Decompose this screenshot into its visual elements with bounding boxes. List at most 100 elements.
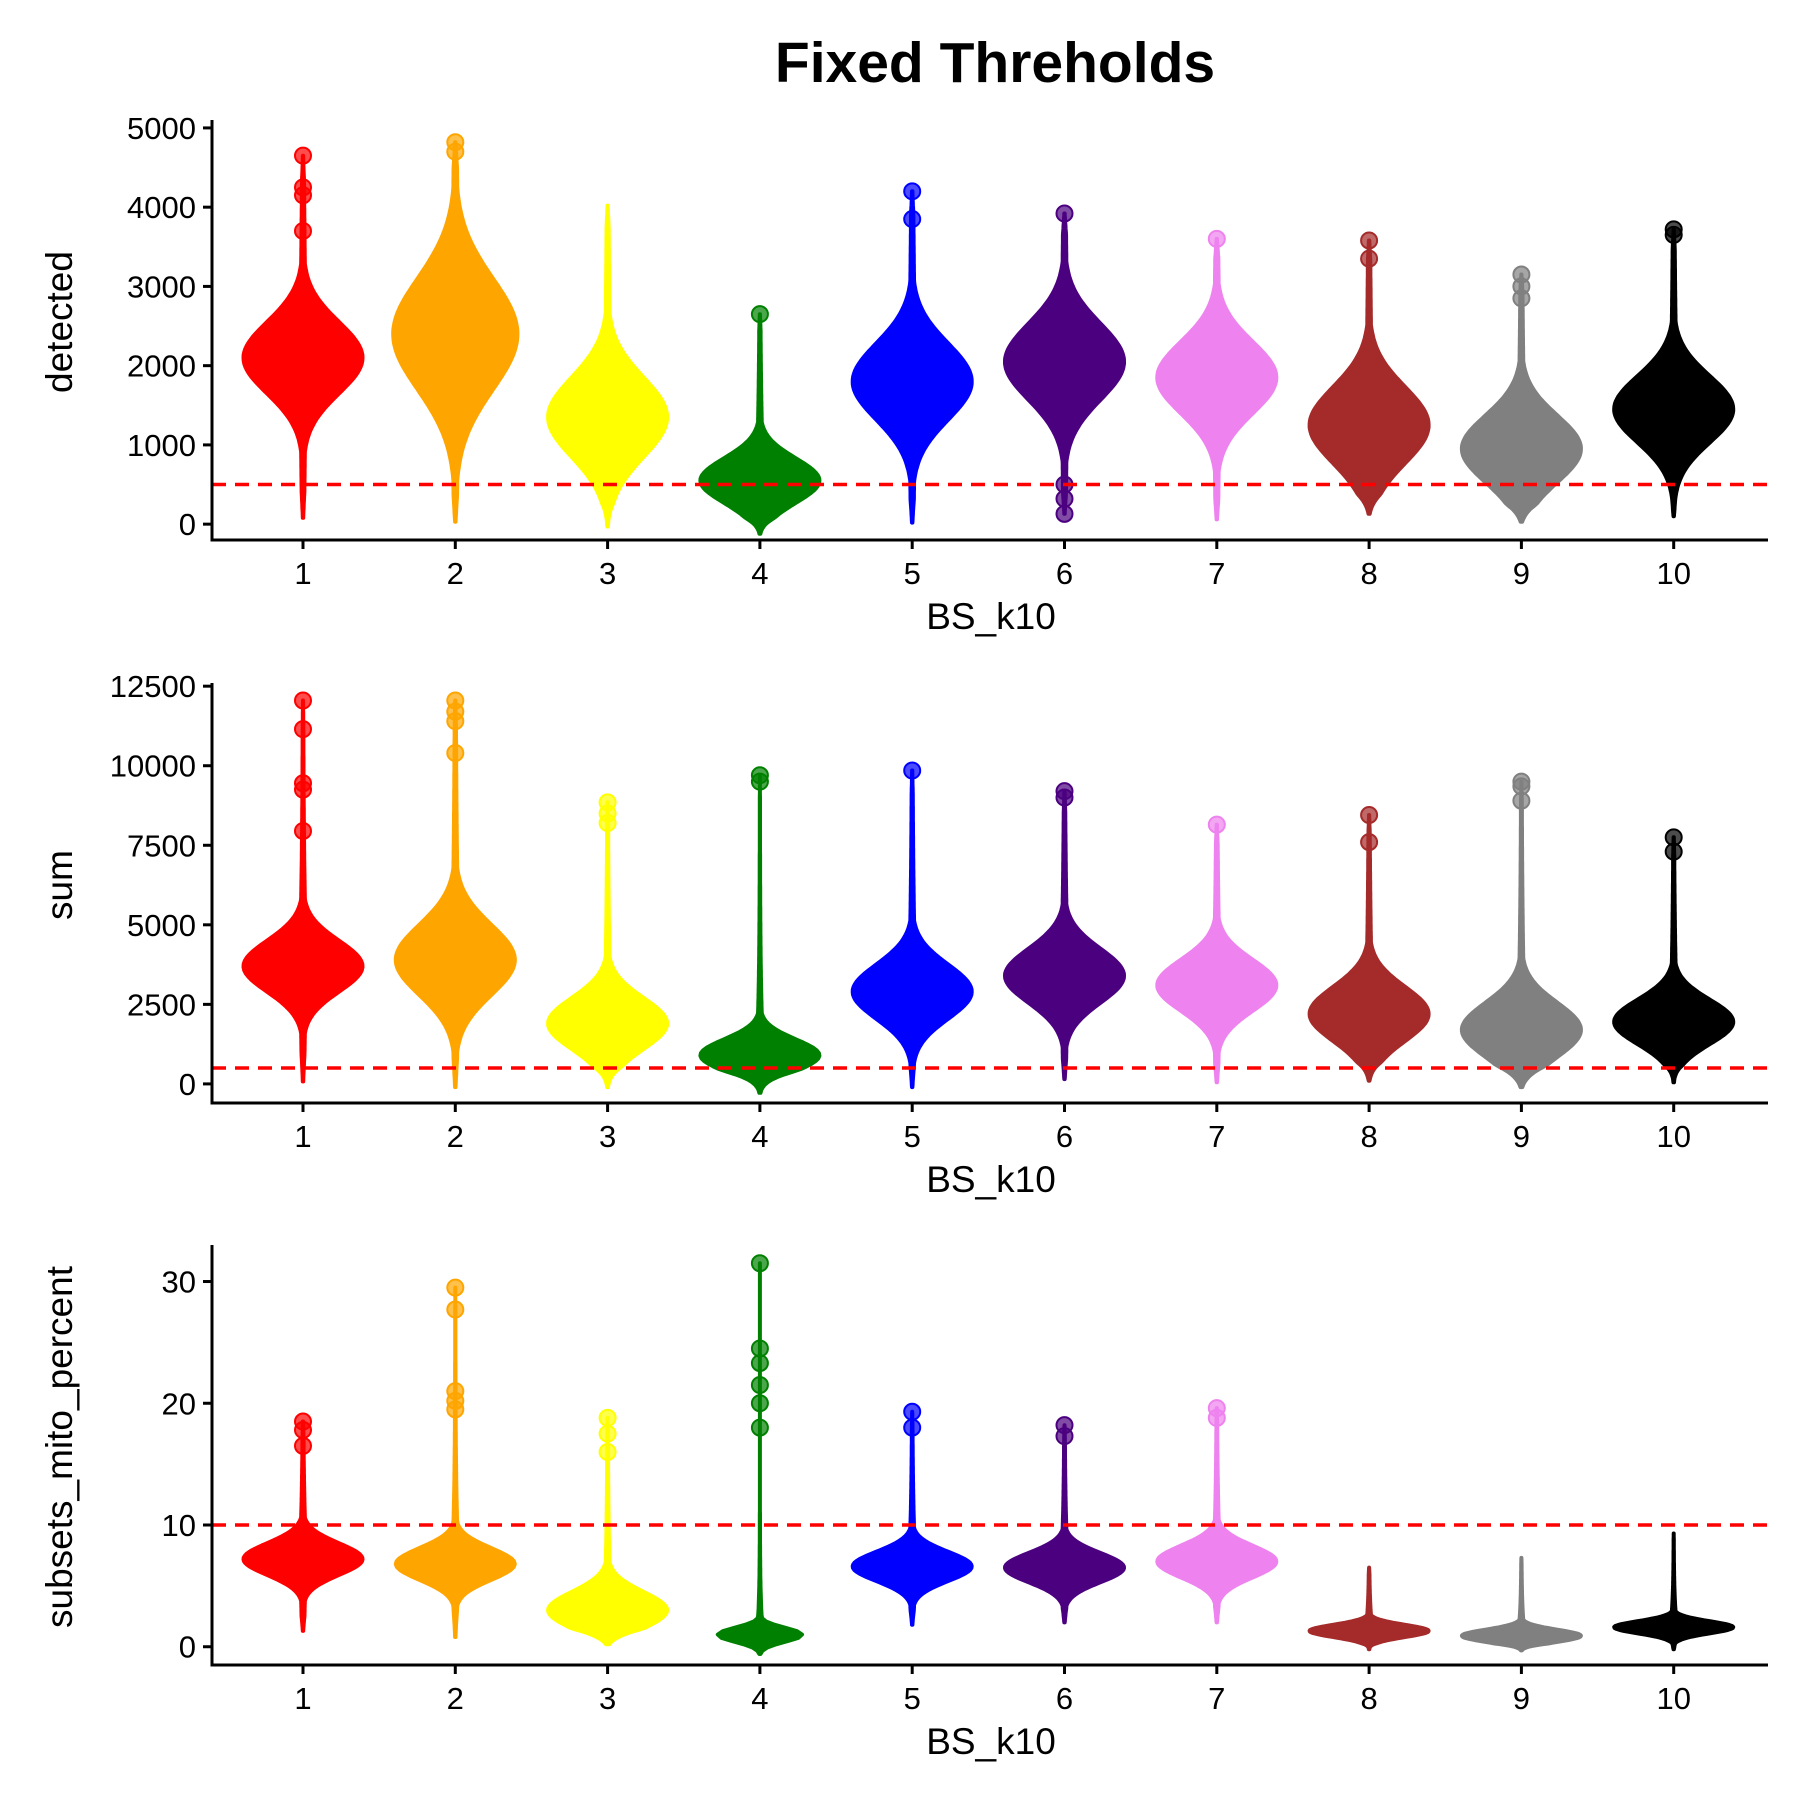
outlier-point-detected-5 bbox=[903, 210, 922, 229]
x-tick-label: 5 bbox=[904, 1681, 921, 1716]
x-tick-label: 6 bbox=[1056, 556, 1073, 591]
outlier-point-sum-5 bbox=[903, 761, 922, 780]
outlier-point-detected-1 bbox=[294, 221, 312, 240]
x-tick-label: 7 bbox=[1208, 1119, 1225, 1154]
outlier-point-subsets_mito_percent-2 bbox=[446, 1300, 465, 1319]
outlier-point-detected-8 bbox=[1360, 249, 1379, 268]
y-tick-label: 0 bbox=[179, 507, 196, 542]
chart-title: Fixed Threholds bbox=[774, 31, 1216, 95]
y-tick-label: 30 bbox=[162, 1265, 196, 1300]
x-tick-label: 7 bbox=[1208, 556, 1225, 591]
outlier-point-detected-1 bbox=[294, 186, 312, 205]
outlier-point-sum-1 bbox=[294, 720, 312, 739]
x-tick-label: 5 bbox=[904, 1119, 921, 1154]
x-axis-title: BS_k10 bbox=[926, 1159, 1056, 1200]
outlier-point-sum-1 bbox=[294, 691, 312, 710]
violin-subsets_mito_percent-7 bbox=[1155, 1406, 1279, 1625]
x-tick-label: 7 bbox=[1208, 1681, 1225, 1716]
outlier-point-detected-6 bbox=[1055, 504, 1074, 523]
y-tick-label: 2000 bbox=[127, 349, 196, 384]
x-tick-label: 6 bbox=[1056, 1119, 1073, 1154]
outlier-point-sum-6 bbox=[1055, 788, 1074, 807]
x-tick-label: 1 bbox=[294, 1681, 311, 1716]
outlier-point-detected-7 bbox=[1207, 229, 1226, 248]
outlier-point-subsets_mito_percent-3 bbox=[598, 1424, 617, 1443]
x-tick-label: 6 bbox=[1056, 1681, 1073, 1716]
x-tick-label: 8 bbox=[1360, 1119, 1377, 1154]
x-tick-label: 4 bbox=[751, 556, 768, 591]
y-tick-label: 5000 bbox=[127, 908, 196, 943]
outlier-point-subsets_mito_percent-7 bbox=[1207, 1408, 1226, 1427]
outlier-point-subsets_mito_percent-1 bbox=[294, 1436, 312, 1455]
x-tick-label: 2 bbox=[447, 1681, 464, 1716]
y-tick-label: 20 bbox=[162, 1386, 196, 1421]
outlier-point-detected-2 bbox=[446, 142, 465, 161]
violin-detected-7 bbox=[1155, 236, 1279, 522]
x-tick-label: 1 bbox=[294, 556, 311, 591]
violin-sum-5 bbox=[850, 768, 974, 1090]
violin-detected-4 bbox=[698, 312, 822, 536]
y-axis-title: detected bbox=[39, 251, 80, 393]
outlier-point-sum-2 bbox=[446, 744, 465, 762]
x-tick-label: 9 bbox=[1513, 1119, 1530, 1154]
x-axis-title: BS_k10 bbox=[926, 1721, 1056, 1762]
outlier-point-subsets_mito_percent-4 bbox=[750, 1339, 769, 1358]
y-axis-title: sum bbox=[39, 850, 80, 920]
x-tick-label: 4 bbox=[751, 1119, 768, 1154]
x-tick-label: 2 bbox=[447, 556, 464, 591]
x-tick-label: 3 bbox=[599, 556, 616, 591]
x-tick-label: 3 bbox=[599, 1681, 616, 1716]
x-tick-label: 1 bbox=[294, 1119, 311, 1154]
violin-sum-10 bbox=[1612, 835, 1736, 1085]
violin-detected-6 bbox=[1003, 211, 1126, 516]
violin-sum-9 bbox=[1459, 779, 1583, 1090]
outlier-point-sum-8 bbox=[1360, 806, 1379, 825]
violin-subsets_mito_percent-4 bbox=[715, 1261, 804, 1656]
violin-sum-8 bbox=[1307, 813, 1431, 1083]
outlier-point-sum-10 bbox=[1664, 842, 1683, 861]
x-tick-label: 4 bbox=[751, 1681, 768, 1716]
x-axis-title: BS_k10 bbox=[926, 596, 1056, 637]
outlier-point-subsets_mito_percent-2 bbox=[446, 1400, 465, 1419]
outlier-point-subsets_mito_percent-4 bbox=[750, 1394, 769, 1413]
outlier-point-sum-7 bbox=[1207, 815, 1226, 834]
outlier-point-sum-9 bbox=[1512, 791, 1531, 810]
outlier-point-sum-8 bbox=[1360, 833, 1379, 852]
violin-detected-10 bbox=[1612, 227, 1736, 519]
violin-subsets_mito_percent-8 bbox=[1307, 1565, 1431, 1652]
outlier-point-subsets_mito_percent-4 bbox=[750, 1254, 769, 1273]
y-tick-label: 5000 bbox=[127, 111, 196, 146]
violin-subsets_mito_percent-10 bbox=[1612, 1531, 1736, 1652]
x-tick-label: 9 bbox=[1513, 556, 1530, 591]
outlier-point-subsets_mito_percent-3 bbox=[598, 1408, 617, 1427]
outlier-point-subsets_mito_percent-1 bbox=[294, 1421, 312, 1440]
outlier-point-sum-4 bbox=[750, 772, 769, 791]
x-tick-label: 5 bbox=[904, 556, 921, 591]
violin-detected-3 bbox=[546, 203, 670, 529]
y-tick-label: 10000 bbox=[110, 749, 196, 784]
outlier-point-subsets_mito_percent-4 bbox=[750, 1354, 769, 1373]
outlier-point-subsets_mito_percent-3 bbox=[598, 1442, 617, 1461]
violin-subsets_mito_percent-2 bbox=[393, 1285, 517, 1639]
violin-sum-3 bbox=[546, 800, 670, 1090]
violin-detected-8 bbox=[1307, 238, 1431, 516]
y-tick-label: 12500 bbox=[110, 669, 196, 704]
violin-sum-4 bbox=[698, 773, 822, 1095]
outlier-point-sum-1 bbox=[294, 780, 312, 799]
y-tick-label: 0 bbox=[179, 1630, 196, 1665]
y-axis-title: subsets_mito_percent bbox=[39, 1265, 80, 1628]
violin-subsets_mito_percent-5 bbox=[850, 1409, 974, 1627]
outlier-point-detected-6 bbox=[1055, 204, 1074, 223]
outlier-point-sum-1 bbox=[294, 821, 312, 840]
violin-detected-2 bbox=[391, 140, 520, 524]
outlier-point-detected-4 bbox=[750, 305, 769, 324]
y-tick-label: 10 bbox=[162, 1508, 196, 1543]
x-tick-label: 10 bbox=[1656, 556, 1690, 591]
violin-sum-6 bbox=[1003, 789, 1126, 1082]
outlier-point-subsets_mito_percent-4 bbox=[750, 1418, 769, 1437]
x-tick-label: 3 bbox=[599, 1119, 616, 1154]
y-tick-label: 3000 bbox=[127, 269, 196, 304]
outlier-point-sum-3 bbox=[598, 814, 617, 832]
outlier-point-detected-8 bbox=[1360, 231, 1379, 250]
